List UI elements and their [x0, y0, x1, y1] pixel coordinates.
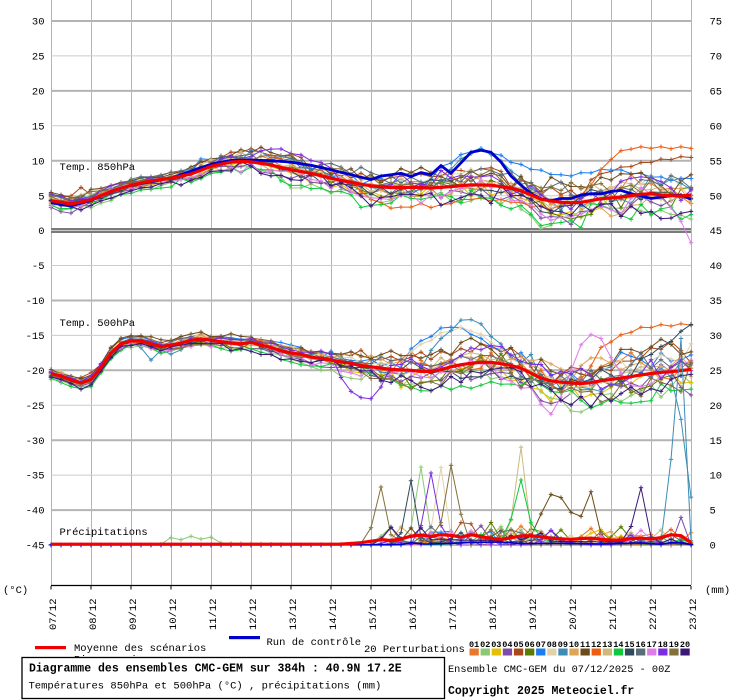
svg-text:19/12: 19/12: [528, 598, 540, 630]
svg-text:-35: -35: [26, 471, 45, 483]
svg-text:09/12: 09/12: [128, 598, 140, 630]
svg-text:23/12: 23/12: [688, 598, 700, 630]
svg-text:50: 50: [710, 191, 723, 203]
svg-text:65: 65: [710, 87, 723, 99]
svg-text:Run de contrôle: Run de contrôle: [267, 637, 362, 649]
svg-text:40: 40: [710, 261, 723, 273]
svg-text:14/12: 14/12: [328, 598, 340, 630]
svg-text:14: 14: [613, 640, 623, 650]
svg-text:Ensemble CMC-GEM du 07/12/2025: Ensemble CMC-GEM du 07/12/2025 - 00Z: [448, 664, 670, 676]
svg-text:25: 25: [710, 366, 723, 378]
svg-text:Copyright 2025 Meteociel.fr: Copyright 2025 Meteociel.fr: [448, 685, 634, 698]
svg-text:22/12: 22/12: [648, 598, 660, 630]
svg-text:13: 13: [602, 640, 612, 650]
svg-text:08/12: 08/12: [88, 598, 100, 630]
svg-text:Temp. 500hPa: Temp. 500hPa: [60, 318, 136, 330]
svg-text:05: 05: [513, 640, 523, 650]
svg-text:20: 20: [32, 87, 45, 99]
svg-text:11/12: 11/12: [208, 598, 220, 630]
svg-text:Diagramme des ensembles CMC-GE: Diagramme des ensembles CMC-GEM sur 384h…: [29, 663, 402, 676]
svg-text:-20: -20: [26, 366, 45, 378]
svg-text:10: 10: [569, 640, 579, 650]
svg-text:21/12: 21/12: [608, 598, 620, 630]
svg-text:20: 20: [710, 401, 723, 413]
svg-text:35: 35: [710, 296, 723, 308]
svg-text:60: 60: [710, 121, 723, 133]
svg-text:07/12: 07/12: [48, 598, 60, 630]
svg-text:5: 5: [38, 191, 44, 203]
svg-text:15/12: 15/12: [368, 598, 380, 630]
svg-text:-45: -45: [26, 541, 45, 553]
svg-text:12: 12: [591, 640, 601, 650]
svg-text:20/12: 20/12: [568, 598, 580, 630]
svg-text:19: 19: [669, 640, 679, 650]
svg-text:-40: -40: [26, 506, 45, 518]
svg-text:17: 17: [647, 640, 657, 650]
svg-text:18: 18: [658, 640, 668, 650]
svg-text:55: 55: [710, 156, 723, 168]
svg-text:20: 20: [680, 640, 690, 650]
svg-text:06: 06: [524, 640, 534, 650]
svg-text:16: 16: [635, 640, 645, 650]
svg-text:17/12: 17/12: [448, 598, 460, 630]
svg-text:08: 08: [547, 640, 557, 650]
svg-text:Précipitations: Précipitations: [60, 527, 148, 539]
svg-text:0: 0: [38, 226, 44, 238]
svg-text:09: 09: [558, 640, 568, 650]
svg-text:02: 02: [480, 640, 490, 650]
svg-text:20 Perturbations: 20 Perturbations: [364, 644, 465, 656]
svg-text:-30: -30: [26, 436, 45, 448]
svg-text:03: 03: [491, 640, 501, 650]
svg-text:75: 75: [710, 17, 723, 29]
svg-text:45: 45: [710, 226, 723, 238]
svg-text:15: 15: [710, 436, 723, 448]
svg-text:10: 10: [32, 156, 45, 168]
svg-text:25: 25: [32, 52, 45, 64]
svg-text:01: 01: [469, 640, 479, 650]
svg-text:-5: -5: [32, 261, 45, 273]
svg-text:15: 15: [32, 121, 45, 133]
svg-text:Températures 850hPa et 500hPa: Températures 850hPa et 500hPa (°C) , pré…: [29, 681, 382, 693]
svg-text:12/12: 12/12: [248, 598, 260, 630]
svg-text:11: 11: [580, 640, 590, 650]
svg-text:-15: -15: [26, 331, 45, 343]
svg-text:30: 30: [710, 331, 723, 343]
svg-text:13/12: 13/12: [288, 598, 300, 630]
svg-text:(mm): (mm): [705, 585, 730, 597]
svg-text:04: 04: [502, 640, 512, 650]
svg-text:5: 5: [710, 506, 716, 518]
svg-text:15: 15: [624, 640, 634, 650]
svg-text:07: 07: [536, 640, 546, 650]
svg-text:10: 10: [710, 471, 723, 483]
svg-text:-10: -10: [26, 296, 45, 308]
svg-text:30: 30: [32, 17, 45, 29]
svg-text:18/12: 18/12: [488, 598, 500, 630]
svg-text:16/12: 16/12: [408, 598, 420, 630]
svg-text:0: 0: [710, 541, 716, 553]
svg-text:Temp. 850hPa: Temp. 850hPa: [60, 162, 136, 174]
svg-text:(°C): (°C): [3, 585, 28, 597]
svg-text:-25: -25: [26, 401, 45, 413]
svg-text:70: 70: [710, 52, 723, 64]
svg-text:10/12: 10/12: [168, 598, 180, 630]
svg-text:Moyenne des scénarios: Moyenne des scénarios: [74, 643, 206, 655]
